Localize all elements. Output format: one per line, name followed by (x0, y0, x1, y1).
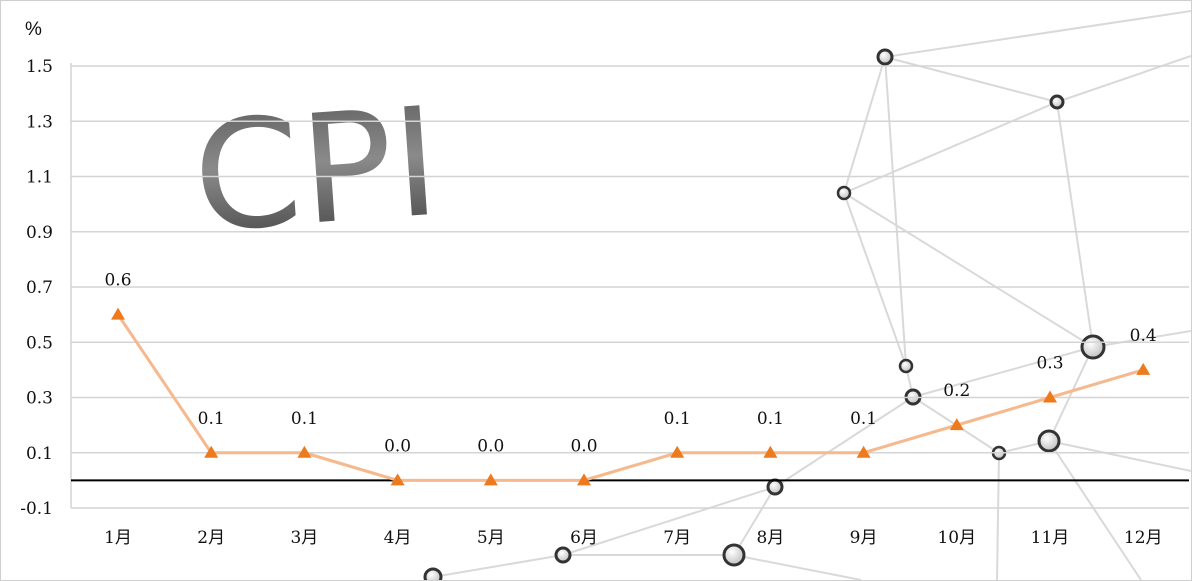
x-tick-label: 1月 (104, 528, 132, 548)
data-point-marker (1136, 362, 1151, 375)
data-point-marker (483, 473, 498, 486)
x-tick-label: 2月 (197, 528, 225, 548)
y-tick-label: 0.9 (26, 223, 53, 243)
x-tick-label: 3月 (290, 528, 318, 548)
cpi-series-line (116, 313, 1144, 482)
data-label: 0.0 (384, 436, 411, 456)
x-tick-label: 11月 (1031, 528, 1070, 548)
data-point-marker (1043, 390, 1057, 403)
x-tick-label: 12月 (1124, 528, 1163, 548)
data-point-marker (670, 445, 685, 458)
data-point-marker (390, 473, 405, 486)
data-label: 0.1 (664, 409, 691, 429)
y-axis-unit: % (25, 19, 42, 40)
chart-title: CPI (188, 76, 445, 267)
data-labels: 0.6 0.1 0.1 0.0 0.0 0.0 0.1 0.1 0.1 0.2 0.3 0.4 (104, 271, 1156, 457)
network-node (766, 478, 784, 496)
network-node (898, 358, 914, 374)
y-tick-label: 0.3 (26, 389, 53, 409)
data-label: 0.1 (757, 409, 784, 429)
grid-lines (70, 63, 1189, 509)
network-node (876, 48, 894, 66)
network-node (1037, 429, 1061, 453)
data-point-marker (856, 445, 871, 458)
data-label: 0.6 (104, 271, 131, 291)
data-label: 0.1 (291, 409, 318, 429)
network-node (1080, 334, 1106, 360)
network-node (554, 546, 572, 564)
data-label: 0.2 (943, 381, 970, 401)
data-label: 0.1 (850, 409, 877, 429)
data-point-marker (204, 445, 219, 458)
network-node (423, 567, 443, 580)
network-background (432, 10, 1191, 580)
network-nodes (423, 48, 1106, 580)
x-axis-ticks: 1月 2月 3月 4月 5月 6月 7月 8月 9月 10月 11月 12月 (104, 528, 1162, 548)
network-node (836, 185, 852, 201)
y-tick-label: 1.3 (26, 112, 53, 132)
data-point-marker (577, 473, 591, 486)
data-label: 0.1 (198, 409, 225, 429)
data-point-marker (763, 445, 778, 458)
y-tick-label: 1.5 (26, 57, 53, 77)
x-tick-label: 9月 (850, 528, 878, 548)
y-axis-ticks: 1.5 1.3 1.1 0.9 0.7 0.5 0.3 0.1 -0.1 (20, 57, 53, 519)
x-tick-label: 7月 (663, 528, 691, 548)
x-tick-label: 10月 (937, 528, 976, 548)
network-node (722, 543, 746, 567)
data-label: 0.3 (1036, 354, 1063, 374)
network-node (1049, 94, 1065, 110)
data-point-marker (297, 445, 312, 458)
data-label: 0.0 (477, 436, 504, 456)
y-tick-label: 0.7 (26, 278, 53, 298)
y-tick-label: 1.1 (26, 168, 53, 188)
data-label: 0.0 (570, 436, 597, 456)
cpi-markers (111, 307, 1151, 486)
x-tick-label: 4月 (384, 528, 412, 548)
y-tick-label: 0.1 (26, 444, 53, 464)
x-tick-label: 5月 (477, 528, 505, 548)
data-label: 0.4 (1130, 326, 1157, 346)
y-tick-label: 0.5 (26, 333, 53, 353)
data-point-marker (111, 307, 125, 320)
x-tick-label: 6月 (570, 528, 598, 548)
data-point-marker (949, 418, 964, 431)
x-tick-label: 8月 (756, 528, 784, 548)
y-tick-label: -0.1 (20, 499, 53, 519)
